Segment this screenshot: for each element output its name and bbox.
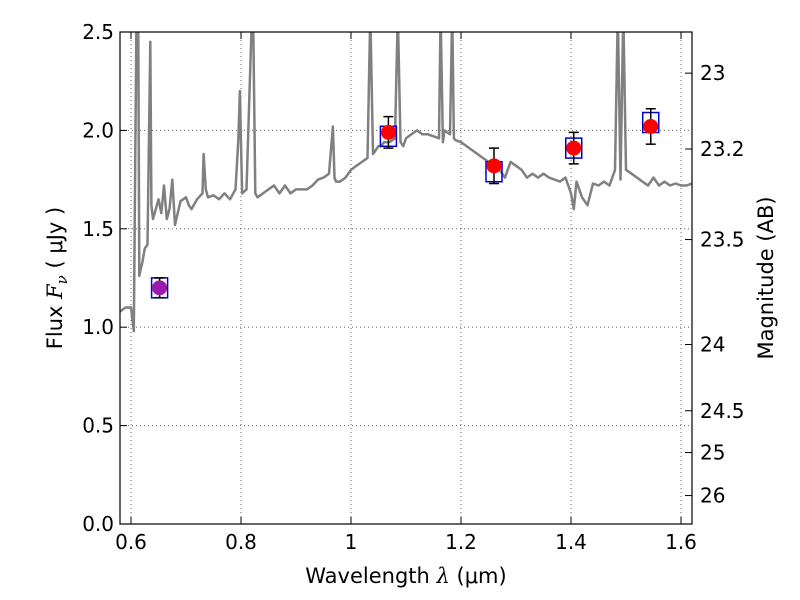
right-axis-title: Magnitude (AB) bbox=[754, 196, 778, 359]
x-tick-label: 0.6 bbox=[115, 530, 147, 554]
y-tick-label: 0.0 bbox=[82, 512, 114, 536]
photometry-layer bbox=[150, 108, 660, 299]
right-tick-label: 23 bbox=[700, 61, 725, 85]
observed-flux-point bbox=[486, 158, 502, 174]
x-tick-label: 1.6 bbox=[665, 530, 697, 554]
right-tick-label: 23.2 bbox=[700, 137, 745, 161]
observed-flux-point bbox=[380, 124, 396, 140]
right-tick-label: 25 bbox=[700, 441, 725, 465]
y-tick-label: 0.5 bbox=[82, 414, 114, 438]
grid bbox=[120, 32, 692, 524]
y-tick-label: 1.0 bbox=[82, 315, 114, 339]
observed-flux-point bbox=[566, 140, 582, 156]
right-tick-label: 24.5 bbox=[700, 399, 745, 423]
x-tick-label: 0.8 bbox=[225, 530, 257, 554]
plot-frame bbox=[119, 31, 693, 525]
y-tick-label: 2.5 bbox=[82, 20, 114, 44]
spectrum-layer bbox=[120, 32, 692, 333]
x-tick-label: 1.4 bbox=[555, 530, 587, 554]
right-tick-label: 24 bbox=[700, 333, 725, 357]
axis-ticks: 0.6 0.8 1 1.2 1.4 1.6 0.0 0.5 1.0 1.5 2.0 2.5 23 23.2… bbox=[82, 20, 744, 554]
x-tick-label: 1 bbox=[345, 530, 358, 554]
y-tick-label: 1.5 bbox=[82, 217, 114, 241]
right-tick-label: 26 bbox=[700, 484, 725, 508]
y-tick-label: 2.0 bbox=[82, 118, 114, 142]
observed-flux-point bbox=[152, 280, 168, 296]
x-tick-label: 1.2 bbox=[445, 530, 477, 554]
model-spectrum-line bbox=[120, 32, 692, 333]
y-axis-title: Flux Fν ( μJy ) bbox=[43, 207, 71, 349]
right-tick-label: 23.5 bbox=[700, 228, 745, 252]
x-axis-title: Wavelength λ (μm) bbox=[305, 564, 506, 588]
observed-flux-point bbox=[643, 118, 659, 134]
